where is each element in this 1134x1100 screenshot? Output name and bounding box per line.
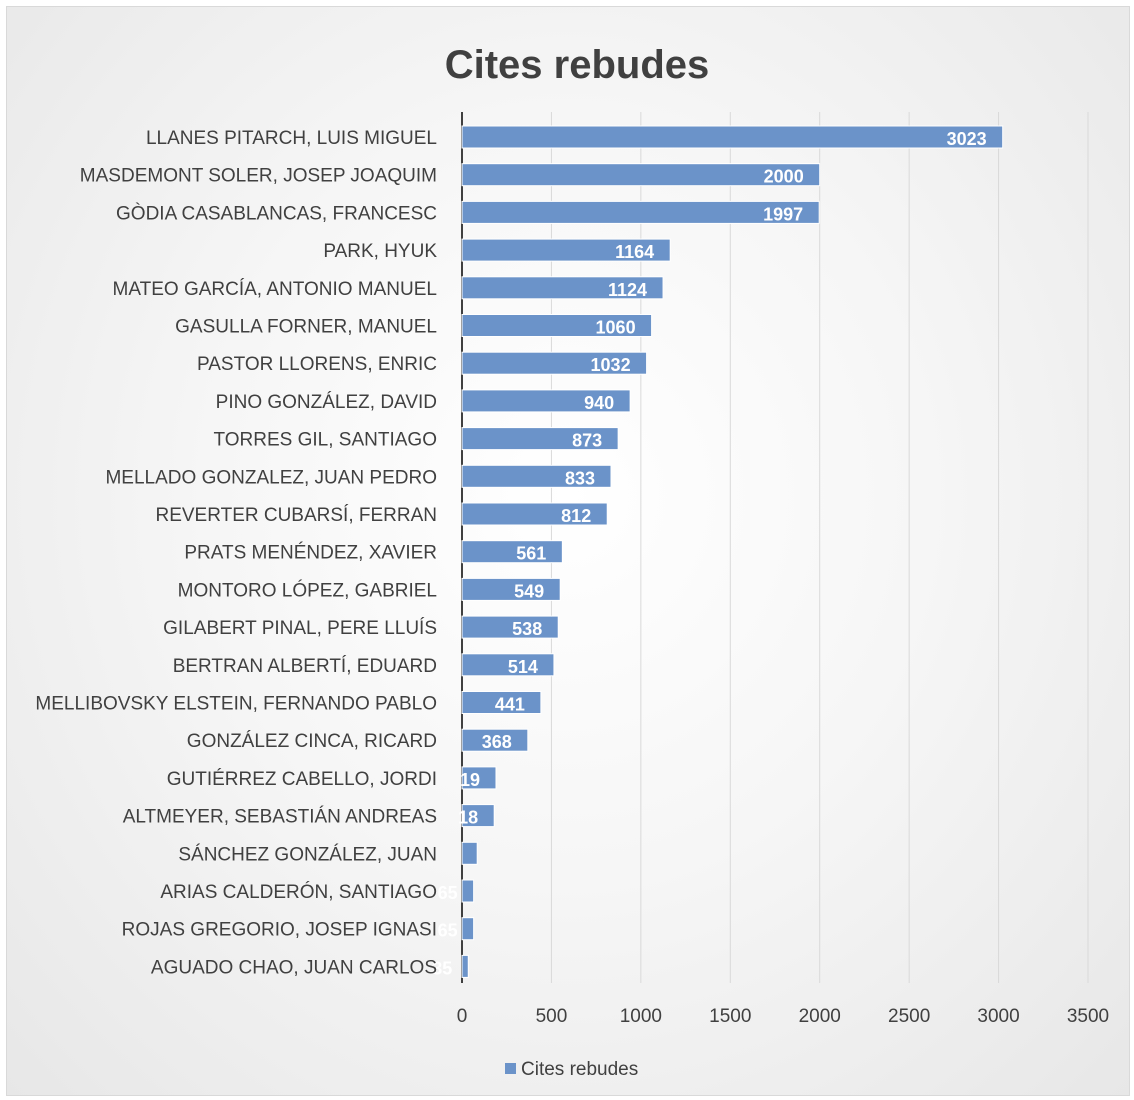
x-tick-label: 2500	[888, 1006, 930, 1027]
x-tick-label: 1500	[709, 1006, 751, 1027]
bar	[461, 125, 1004, 149]
data-label: 368	[482, 732, 512, 752]
category-label: PASTOR LLORENS, ENRIC	[197, 354, 437, 375]
data-label: 1164	[615, 242, 654, 262]
category-label: AGUADO CHAO, JUAN CARLOS	[151, 957, 437, 978]
bar	[461, 238, 671, 262]
bar	[461, 351, 648, 375]
data-label: 1124	[608, 280, 647, 300]
data-label: 1997	[763, 204, 803, 224]
data-label: 65	[438, 883, 458, 903]
legend-label: Cites rebudes	[521, 1059, 638, 1080]
x-tick-label: 1000	[620, 1006, 662, 1027]
bar	[461, 389, 631, 413]
x-tick-label: 3000	[977, 1006, 1019, 1027]
data-label: 19	[460, 770, 480, 790]
category-label: BERTRAN ALBERTÍ, EDUARD	[173, 656, 437, 677]
category-label: ALTMEYER, SEBASTIÁN ANDREAS	[123, 807, 437, 828]
category-label: PINO GONZÁLEZ, DAVID	[216, 392, 437, 413]
data-label: 65	[438, 921, 458, 941]
category-label: GASULLA FORNER, MANUEL	[175, 317, 437, 338]
bars: 3023 2000 1997 1164 1124 1060 1032 940 873 833 812…	[432, 125, 1004, 978]
data-label: 18	[458, 808, 478, 828]
bar	[461, 502, 608, 526]
bar	[461, 200, 820, 224]
category-label: MASDEMONT SOLER, JOSEP JOAQUIM	[80, 166, 437, 187]
category-labels: LLANES PITARCH, LUIS MIGUEL MASDEMONT SOL…	[35, 128, 437, 978]
category-label: LLANES PITARCH, LUIS MIGUEL	[146, 128, 437, 149]
x-tick-label: 3500	[1067, 1006, 1109, 1027]
data-label: 873	[572, 431, 602, 451]
data-label: 538	[512, 619, 542, 639]
bar	[461, 577, 561, 601]
bar	[461, 766, 497, 790]
category-label: MATEO GARCÍA, ANTONIO MANUEL	[113, 279, 437, 300]
bar	[461, 691, 542, 714]
bar	[461, 804, 495, 828]
chart-frame: Cites rebudes 3023 2000 1997 1164 1124 1060 10…	[6, 6, 1130, 1096]
bar	[461, 917, 475, 941]
bar	[461, 615, 559, 639]
bar	[461, 653, 555, 677]
category-label: PRATS MENÉNDEZ, XAVIER	[184, 543, 437, 564]
bar	[461, 427, 619, 451]
category-label: ARIAS CALDERÓN, SANTIAGO	[160, 881, 437, 903]
data-label: 3023	[947, 129, 987, 149]
data-label: 514	[508, 657, 538, 677]
data-label: 812	[561, 506, 591, 526]
bar	[461, 163, 821, 187]
data-label: 2000	[764, 167, 804, 187]
category-label: SÁNCHEZ GONZÁLEZ, JUAN	[178, 844, 437, 865]
category-label: ROJAS GREGORIO, JOSEP IGNASI	[122, 920, 437, 941]
data-label: 561	[516, 544, 546, 564]
bar	[461, 879, 475, 903]
bar	[461, 841, 478, 865]
category-label: PARK, HYUK	[323, 241, 437, 262]
chart-title: Cites rebudes	[445, 43, 710, 87]
category-label: MELLADO GONZALEZ, JUAN PEDRO	[105, 467, 437, 488]
legend-swatch	[505, 1063, 516, 1074]
data-label: 549	[514, 581, 544, 601]
bar	[461, 728, 529, 752]
category-label: GONZÁLEZ CINCA, RICARD	[187, 731, 437, 752]
x-axis-ticks: 0 500 1000 1500 2000 2500 3000 3500	[457, 1006, 1109, 1027]
x-tick-label: 0	[457, 1006, 468, 1027]
category-label: GÒDIA CASABLANCAS, FRANCESC	[116, 202, 437, 224]
data-label: 833	[565, 468, 595, 488]
x-tick-label: 500	[536, 1006, 568, 1027]
data-label: 35	[432, 958, 452, 978]
data-label: 1032	[591, 355, 631, 375]
category-label: TORRES GIL, SANTIAGO	[214, 430, 437, 451]
bar	[461, 276, 664, 300]
bar	[461, 314, 653, 337]
category-label: MONTORO LÓPEZ, GABRIEL	[178, 579, 437, 601]
legend: Cites rebudes	[505, 1059, 638, 1080]
category-label: REVERTER CUBARSÍ, FERRAN	[155, 505, 437, 526]
data-label: 441	[495, 695, 525, 715]
bar	[461, 540, 563, 564]
bar	[461, 464, 612, 488]
category-label: MELLIBOVSKY ELSTEIN, FERNANDO PABLO	[35, 694, 437, 715]
bar	[461, 954, 469, 978]
bar-chart: Cites rebudes 3023 2000 1997 1164 1124 1060 10…	[35, 43, 1109, 1080]
data-label: 940	[584, 393, 614, 413]
category-label: GILABERT PINAL, PERE LLUÍS	[163, 618, 437, 639]
category-label: GUTIÉRREZ CABELLO, JORDI	[167, 769, 437, 790]
x-tick-label: 2000	[799, 1006, 841, 1027]
data-label: 1060	[596, 318, 636, 338]
